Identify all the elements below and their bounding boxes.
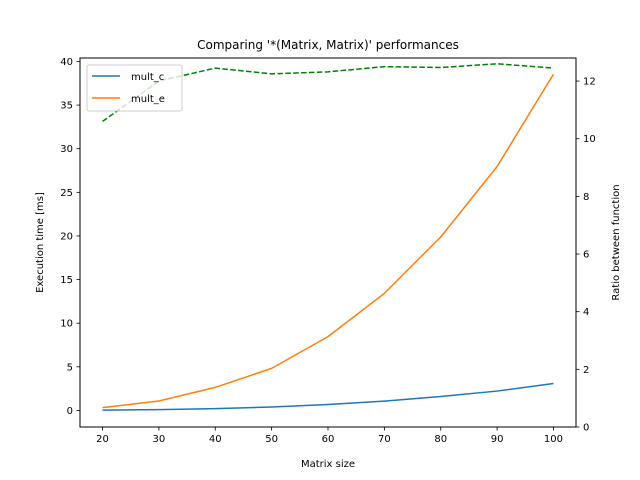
y2-tick-label: 4: [583, 307, 589, 318]
y-tick-label: 35: [60, 101, 73, 112]
y-tick-label: 10: [60, 319, 73, 330]
y2-tick-label: 0: [583, 423, 589, 434]
mult-e-line: [102, 73, 555, 409]
y-axis-label: Execution time [ms]: [35, 192, 46, 293]
x-tick-label: 90: [491, 434, 504, 445]
axes: 20 30 40 50 60 70 80 90 100 0 5 10 15 20 25 30 35 40 0 2 4 6 8…: [60, 57, 595, 445]
x-tick-label: 60: [322, 434, 335, 445]
legend: mult_c mult_e: [86, 64, 183, 112]
legend-label: mult_c: [131, 72, 164, 83]
x-tick-label: 40: [209, 434, 222, 445]
y-tick-label: 15: [60, 275, 73, 286]
plot-area: [102, 63, 555, 411]
y-tick-label: 5: [67, 362, 73, 373]
y2-tick-label: 8: [583, 192, 589, 203]
x-tick-label: 50: [265, 434, 278, 445]
x-axis-label: Matrix size: [301, 459, 355, 470]
y-tick-label: 0: [67, 406, 73, 417]
y2-tick-label: 12: [583, 77, 596, 88]
y2-tick-label: 6: [583, 250, 589, 261]
x-tick-label: 20: [96, 434, 109, 445]
mult-c-line: [102, 382, 554, 411]
y-tick-label: 30: [60, 144, 73, 155]
chart-title: Comparing '*(Matrix, Matrix)' performanc…: [197, 38, 459, 52]
y2-tick-label: 10: [583, 134, 596, 145]
legend-label: mult_e: [131, 94, 165, 105]
y-tick-label: 20: [60, 231, 73, 242]
x-tick-label: 80: [434, 434, 447, 445]
x-tick-label: 30: [153, 434, 166, 445]
x-tick-label: 70: [378, 434, 391, 445]
y2-axis-label: Ratio between function: [611, 184, 622, 300]
y-tick-label: 40: [60, 57, 73, 68]
y-tick-label: 25: [60, 188, 73, 199]
plot-frame: [79, 57, 577, 428]
y2-tick-label: 2: [583, 365, 589, 376]
x-tick-label: 100: [544, 434, 563, 445]
